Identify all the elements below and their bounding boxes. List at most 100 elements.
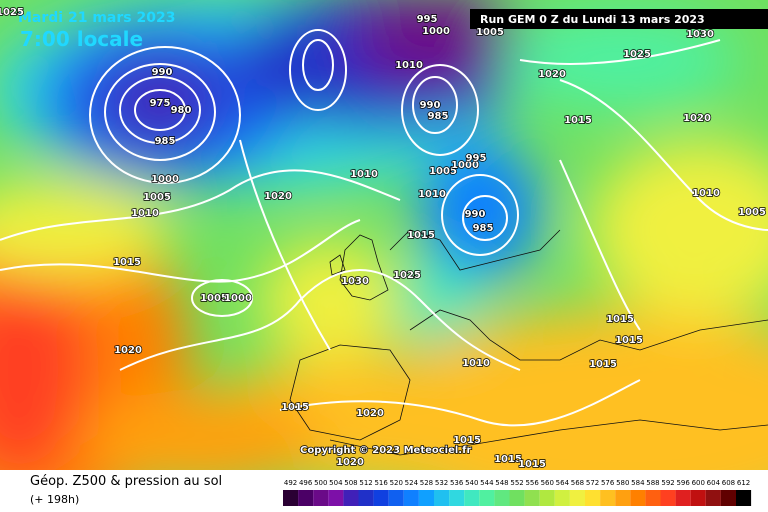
- scale-cell: [313, 490, 329, 506]
- scale-label: 524: [405, 479, 419, 487]
- scale-cell: [585, 490, 601, 506]
- scale-label: 516: [374, 479, 388, 487]
- scale-label: 564: [556, 479, 570, 487]
- scale-label: 608: [722, 479, 735, 487]
- isobar-label: 1015: [453, 435, 481, 446]
- scale-cell: [403, 490, 419, 506]
- coastlines: [289, 229, 768, 456]
- scale-cell: [630, 490, 646, 506]
- scale-cell: [449, 490, 465, 506]
- scale-cell: [373, 490, 389, 506]
- isobar-label: 1005: [200, 293, 228, 304]
- isobar-label: 1015: [494, 454, 522, 465]
- scale-label: 544: [480, 479, 494, 487]
- copyright: Copyright © 2023 Meteociel.fr: [300, 445, 471, 456]
- scale-cell: [328, 490, 344, 506]
- scale-cell: [434, 490, 450, 506]
- isobar-label: 1005: [738, 207, 766, 218]
- isobar-label: 1010: [131, 208, 159, 219]
- isobar-label: 985: [155, 136, 176, 147]
- isobar-label: 975: [150, 98, 171, 109]
- isobar-label: 1000: [224, 293, 252, 304]
- isobar-labels: 1025990975980985100010051010101510201005…: [0, 6, 767, 471]
- isobar-label: 1020: [538, 69, 566, 80]
- isobar-label: 1015: [606, 314, 634, 325]
- isobar-label: 1010: [692, 188, 720, 199]
- scale-cell: [660, 490, 676, 506]
- isobar-label: 985: [473, 223, 494, 234]
- scale-label: 536: [450, 479, 464, 487]
- isobar-label: 1005: [476, 27, 504, 38]
- isobar-label: 1020: [264, 191, 292, 202]
- isobar-label: 1010: [395, 60, 423, 71]
- scale-cell: [675, 490, 691, 506]
- isobar-label: 1000: [451, 160, 479, 171]
- scale-cell: [615, 490, 631, 506]
- isobar-label: 1000: [151, 174, 179, 185]
- isobar-label: 1020: [336, 457, 364, 468]
- scale-label: 600: [692, 479, 705, 487]
- isobar-label: 1025: [623, 49, 651, 60]
- scale-label: 576: [601, 479, 615, 487]
- scale-label: 500: [314, 479, 327, 487]
- isobar-label: 1020: [683, 113, 711, 124]
- scale-label: 596: [676, 479, 690, 487]
- scale-label: 504: [329, 479, 343, 487]
- isobar-label: 990: [465, 209, 486, 220]
- isobar-label: 995: [417, 14, 438, 25]
- scale-label: 572: [586, 479, 599, 487]
- local-time: 7:00 locale: [20, 27, 143, 51]
- legend-title: Géop. Z500 & pression au sol: [30, 474, 222, 489]
- isobar-label: 990: [420, 100, 441, 111]
- isobar-label: 1010: [418, 189, 446, 200]
- scale-cell: [736, 490, 752, 506]
- scale-cell: [509, 490, 525, 506]
- scale-cell: [479, 490, 495, 506]
- scale-cell: [645, 490, 661, 506]
- isobar-label: 980: [171, 105, 192, 116]
- isobar-label: 1015: [589, 359, 617, 370]
- scale-label: 520: [390, 479, 403, 487]
- scale-cell: [494, 490, 510, 506]
- scale-label: 604: [707, 479, 721, 487]
- scale-cell: [283, 490, 299, 506]
- run-box: [470, 9, 768, 29]
- isobar-label: 1030: [341, 276, 369, 287]
- lead-time: (+ 198h): [30, 493, 79, 506]
- isobar-label: 1015: [518, 459, 546, 470]
- scale-cell: [600, 490, 616, 506]
- isobar-label: 1020: [356, 408, 384, 419]
- scale-cell: [554, 490, 570, 506]
- isobar-label: 1020: [114, 345, 142, 356]
- scale-label: 556: [525, 479, 539, 487]
- scale-label: 512: [359, 479, 372, 487]
- isobar-label: 1010: [462, 358, 490, 369]
- isobar-label: 1015: [615, 335, 643, 346]
- isobar-label: 1015: [564, 115, 592, 126]
- isobar-label: 1015: [407, 230, 435, 241]
- scale-label: 584: [631, 479, 645, 487]
- scale-cell: [343, 490, 359, 506]
- scale-label: 588: [646, 479, 659, 487]
- run-info: Run GEM 0 Z du Lundi 13 mars 2023: [480, 13, 705, 26]
- isobar-label: 1000: [422, 26, 450, 37]
- date: Mardi 21 mars 2023: [18, 10, 175, 26]
- scale-cell: [539, 490, 555, 506]
- isobar-label: 1005: [429, 166, 457, 177]
- scale-cell: [388, 490, 404, 506]
- scale-label: 496: [299, 479, 313, 487]
- isobar-label: 1025: [0, 7, 24, 18]
- isobar-label: 1005: [143, 192, 171, 203]
- scale-cell: [358, 490, 374, 506]
- scale-cell: [418, 490, 434, 506]
- isobar-label: 1025: [393, 270, 421, 281]
- scale-label: 612: [737, 479, 750, 487]
- isobar-label: 1030: [686, 29, 714, 40]
- scale-label: 540: [465, 479, 478, 487]
- scale-label: 552: [510, 479, 523, 487]
- scale-cell: [298, 490, 314, 506]
